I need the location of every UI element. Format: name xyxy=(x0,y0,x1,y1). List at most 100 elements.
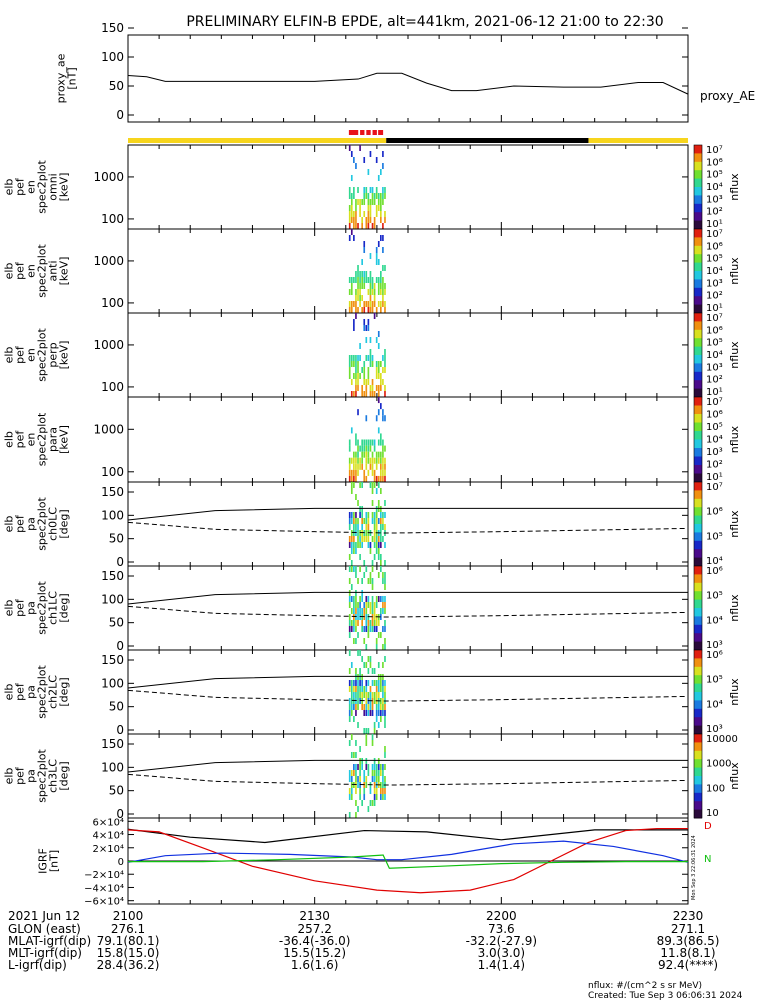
spectrogram-cell xyxy=(380,524,382,530)
colorbar-swatch xyxy=(694,470,702,474)
colorbar-swatch xyxy=(694,145,702,149)
spectrogram-cell xyxy=(382,367,384,373)
colorbar-tick-label: 10² xyxy=(706,207,723,218)
spectrogram-cell xyxy=(367,806,370,812)
spectrogram-cell xyxy=(377,692,380,698)
spectrogram-cell xyxy=(369,277,372,283)
spectrogram-cell xyxy=(384,355,386,361)
spectrogram-cell xyxy=(369,199,372,205)
spectrogram-cell xyxy=(359,271,361,277)
colorbar-swatch xyxy=(694,543,702,547)
spectrogram-cell xyxy=(355,379,357,385)
spectrogram-cell xyxy=(353,626,355,632)
spectrogram-cell xyxy=(353,602,355,608)
ephemeris-value: -32.2(-27.9) xyxy=(466,934,537,948)
spectrogram-cell xyxy=(380,277,382,283)
spectrogram-cell xyxy=(365,686,368,692)
spectrogram-cell xyxy=(371,608,374,614)
spectrogram-cell xyxy=(375,716,378,722)
colorbar-tick-label: 10¹ xyxy=(706,472,723,483)
spectrogram-cell xyxy=(355,626,357,632)
colorbar-swatch xyxy=(694,484,702,489)
spectrogram-cell xyxy=(357,518,359,524)
panel-ylabel: elbpefpaspec2plotch2LC[deg] xyxy=(3,665,71,719)
spectrogram-cell xyxy=(353,301,355,307)
spectrogram-cell xyxy=(365,518,368,524)
colorbar-tick-label: 10⁷ xyxy=(706,145,723,156)
colorbar-swatch xyxy=(694,327,702,331)
spectrogram-cell xyxy=(377,710,380,716)
spectrogram-cell xyxy=(350,229,353,235)
spectrogram-cell xyxy=(367,457,370,464)
colorbar-swatch xyxy=(694,633,702,637)
spectrogram-cell xyxy=(353,536,355,542)
spectrogram-cell xyxy=(367,211,370,217)
spectrogram-cell xyxy=(350,211,353,217)
spectrogram-cell xyxy=(373,602,376,608)
colorbar-swatch xyxy=(694,462,702,466)
panel-ae: proxy_ae[nT] 150 100 50 0 proxy_AE xyxy=(55,21,755,123)
colorbar-swatch xyxy=(694,650,702,654)
spectrogram-cell xyxy=(350,788,353,794)
ephemeris-value: 11.8(8.1) xyxy=(660,946,715,960)
ephemeris-value: 15.5(15.2) xyxy=(283,946,346,960)
y-tick-label: 1000 xyxy=(93,338,124,352)
spectrogram-cell xyxy=(373,608,376,614)
spectrogram-cell xyxy=(357,265,359,271)
colorbar-swatch xyxy=(694,245,702,250)
anti-loss-cone-line xyxy=(127,689,689,702)
spectrogram-cell xyxy=(348,145,351,151)
spectrogram-cell xyxy=(377,542,380,548)
colorbar-swatch xyxy=(694,226,702,230)
colorbar-swatch xyxy=(694,526,702,531)
spectrogram-cell xyxy=(359,668,361,674)
spectrogram-cell xyxy=(380,451,382,458)
spectrogram-cell xyxy=(365,608,368,614)
spectrogram-cell xyxy=(348,680,351,686)
spectrogram-cell xyxy=(363,475,366,482)
spectrogram-cell xyxy=(365,325,368,331)
colorbar-swatch xyxy=(694,501,702,505)
spectrogram-cell xyxy=(348,812,351,818)
y-tick-label: 150 xyxy=(101,21,124,35)
spectrogram-cell xyxy=(350,584,353,590)
y-tick-label: 50 xyxy=(109,616,124,630)
ephemeris-value: 1.4(1.4) xyxy=(478,958,526,972)
spectrogram-cell xyxy=(371,584,374,590)
colorbar-swatch xyxy=(694,209,702,213)
spectrogram-cell xyxy=(373,445,376,452)
colorbar-tick-label: 10⁵ xyxy=(706,338,723,349)
spectrogram-cell xyxy=(359,355,361,361)
spectrogram-cell xyxy=(375,512,378,518)
spectrogram-cell xyxy=(371,602,374,608)
colorbar-swatch xyxy=(694,215,702,219)
colorbar-swatch xyxy=(694,686,702,690)
y-tick-label: 50 xyxy=(109,532,124,546)
panel-igrf: IGRF[nT] 6×10⁴ 4×10⁴ 2×10⁴ 0 −2×10⁴ −4×10⁴ −6×1… xyxy=(37,817,689,908)
spectrogram-cell xyxy=(371,482,374,488)
loss-cone-line xyxy=(127,675,688,689)
spectrogram-cell xyxy=(382,163,384,169)
colorbar-swatch xyxy=(694,703,702,707)
spectrogram-cell xyxy=(357,271,359,277)
spectrogram-cell xyxy=(365,457,368,464)
spectrogram-cell xyxy=(382,295,384,301)
spectrogram-cell xyxy=(363,794,366,800)
colorbar-swatch xyxy=(694,776,702,780)
colorbar-tick-label: 10⁵ xyxy=(706,170,723,181)
spectrogram-cell xyxy=(348,536,351,542)
spectrogram-cell xyxy=(384,445,386,452)
spectrogram-cell xyxy=(357,379,359,385)
colorbar-swatch xyxy=(694,781,702,785)
spectrogram-cell xyxy=(375,259,378,265)
spectrogram-cell xyxy=(350,307,353,313)
spectrogram-cell xyxy=(361,518,363,524)
spectrogram-cell xyxy=(367,728,370,734)
spectrogram-cell xyxy=(355,433,357,440)
spectrogram-cell xyxy=(369,463,372,470)
spectrogram-cell xyxy=(377,674,380,680)
colorbar-swatch xyxy=(694,809,702,813)
spectrogram-cell xyxy=(357,469,359,476)
spectrogram-cell xyxy=(348,469,351,476)
